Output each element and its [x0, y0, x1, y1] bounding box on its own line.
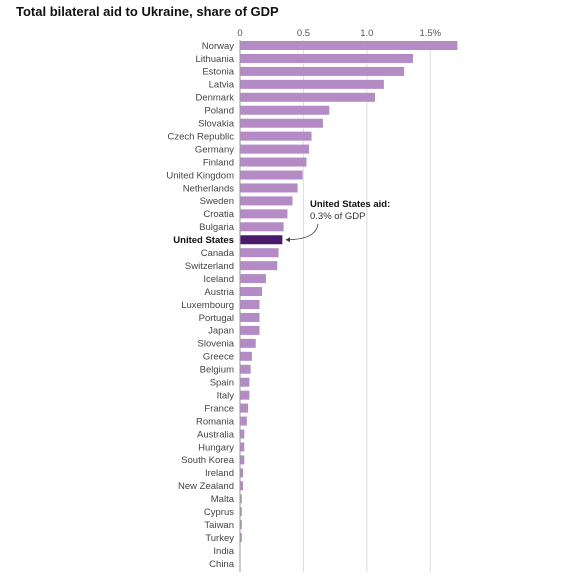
bar-norway [240, 41, 458, 50]
category-label-estonia: Estonia [202, 67, 234, 78]
category-label-greece: Greece [203, 352, 234, 363]
bar-taiwan [240, 520, 242, 530]
category-label-poland: Poland [204, 106, 234, 117]
category-label-japan: Japan [208, 326, 234, 337]
category-label-india: India [213, 546, 234, 557]
bar-lithuania [240, 53, 414, 63]
category-label-cyprus: Cyprus [204, 507, 234, 518]
bar-greece [240, 351, 252, 361]
bar-turkey [240, 533, 242, 543]
category-label-germany: Germany [195, 144, 234, 155]
category-label-croatia: Croatia [203, 209, 234, 220]
bar-south-korea [240, 455, 245, 465]
bar-portugal [240, 312, 260, 322]
category-label-malta: Malta [211, 494, 235, 505]
category-label-lithuania: Lithuania [195, 54, 234, 65]
category-label-slovenia: Slovenia [198, 339, 235, 350]
category-label-spain: Spain [210, 378, 234, 389]
bar-united-states [240, 235, 283, 245]
bar-australia [240, 429, 245, 439]
category-label-luxembourg: Luxembourg [181, 300, 234, 311]
category-label-iceland: Iceland [203, 274, 234, 285]
bar-ireland [240, 468, 244, 478]
bar-denmark [240, 92, 375, 102]
bar-cyprus [240, 507, 242, 517]
annotation-arrow [285, 223, 319, 241]
category-label-bulgaria: Bulgaria [199, 222, 235, 233]
bar-slovakia [240, 118, 323, 128]
bar-latvia [240, 79, 384, 89]
chart-title: Total bilateral aid to Ukraine, share of… [16, 4, 279, 19]
x-tick-label-2: 1.0 [360, 28, 373, 39]
bar-germany [240, 144, 310, 154]
category-label-romania: Romania [196, 416, 235, 427]
bar-canada [240, 248, 279, 258]
category-label-ireland: Ireland [205, 468, 234, 479]
bar-hungary [240, 442, 245, 452]
category-label-norway: Norway [202, 41, 234, 52]
category-label-new-zealand: New Zealand [178, 481, 234, 492]
category-label-austria: Austria [204, 287, 234, 298]
category-label-hungary: Hungary [198, 442, 234, 453]
bar-poland [240, 105, 330, 115]
x-tick-label-3: 1.5% [419, 28, 441, 39]
bar-spain [240, 377, 250, 387]
category-label-turkey: Turkey [205, 533, 234, 544]
bar-sweden [240, 196, 293, 206]
bar-france [240, 403, 249, 413]
category-label-canada: Canada [201, 248, 235, 259]
bar-new-zealand [240, 481, 244, 491]
bar-croatia [240, 209, 288, 219]
bar-austria [240, 287, 263, 297]
category-label-latvia: Latvia [209, 80, 235, 91]
category-label-sweden: Sweden [200, 196, 234, 207]
bar-luxembourg [240, 300, 260, 309]
category-label-finland: Finland [203, 157, 234, 168]
bar-united-kingdom [240, 170, 303, 180]
bar-netherlands [240, 183, 298, 193]
category-label-czech-republic: Czech Republic [167, 131, 234, 142]
category-label-united-kingdom: United Kingdom [166, 170, 234, 181]
bar-slovenia [240, 338, 256, 348]
category-label-netherlands: Netherlands [183, 183, 234, 194]
category-label-switzerland: Switzerland [185, 261, 234, 272]
category-label-italy: Italy [217, 390, 235, 401]
bar-malta [240, 494, 242, 504]
bar-romania [240, 416, 247, 426]
x-tick-label-0: 0 [237, 28, 242, 39]
annotation-body: 0.3% of GDP [310, 211, 365, 222]
bar-finland [240, 157, 307, 167]
category-label-france: France [204, 403, 234, 414]
category-label-belgium: Belgium [200, 365, 234, 376]
annotation-arrowhead [285, 237, 290, 243]
bar-italy [240, 390, 250, 400]
category-label-taiwan: Taiwan [204, 520, 234, 531]
category-label-australia: Australia [197, 429, 235, 440]
bar-bulgaria [240, 222, 284, 232]
category-label-china: China [209, 559, 235, 570]
category-label-united-states: United States [173, 235, 234, 246]
category-label-denmark: Denmark [195, 93, 234, 104]
bar-japan [240, 325, 260, 335]
bar-czech-republic [240, 131, 312, 141]
bar-switzerland [240, 261, 278, 271]
bar-belgium [240, 364, 251, 374]
bar-iceland [240, 274, 266, 284]
category-label-south-korea: South Korea [181, 455, 235, 466]
bar-estonia [240, 66, 405, 76]
category-label-slovakia: Slovakia [198, 119, 235, 130]
category-label-portugal: Portugal [199, 313, 234, 324]
annotation-title: United States aid: [310, 199, 390, 210]
x-tick-label-1: 0.5 [297, 28, 310, 39]
